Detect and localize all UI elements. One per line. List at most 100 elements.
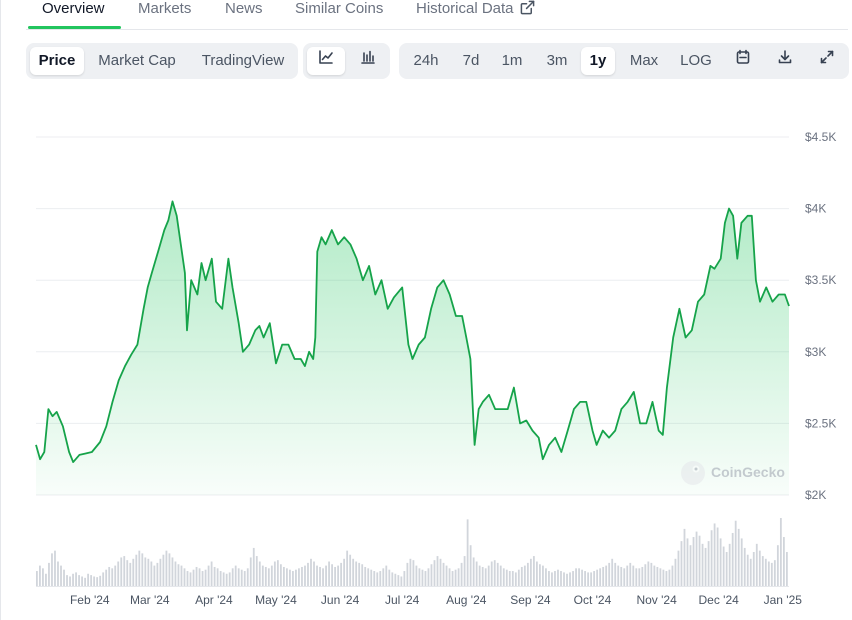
volume-bar: [773, 560, 776, 586]
calendar-button[interactable]: [725, 47, 761, 75]
volume-bar: [358, 562, 361, 586]
volume-bar: [560, 571, 562, 586]
volume-bar: [761, 556, 764, 586]
volume-bar: [120, 557, 123, 586]
line-chart-icon: [318, 47, 334, 75]
volume-bar: [156, 562, 159, 586]
volume-bar: [716, 527, 719, 586]
volume-bar: [581, 569, 583, 586]
volume-bar: [192, 569, 195, 586]
volume-bar: [677, 550, 680, 586]
volume-bar: [409, 558, 412, 586]
volume-bar: [376, 572, 379, 586]
coingecko-watermark: CoinGecko: [681, 461, 785, 485]
price-line: [35, 200, 790, 463]
x-tick-label: Feb '24: [70, 593, 110, 607]
volume-bar: [725, 552, 728, 586]
watermark-text: CoinGecko: [711, 464, 785, 480]
volume-bar: [590, 572, 593, 586]
volume-bar: [626, 565, 629, 586]
volume-bar: [412, 560, 415, 586]
volume-bar: [57, 561, 59, 586]
volume-bar: [307, 562, 309, 586]
volume-bar: [177, 564, 180, 586]
volume-bar: [460, 562, 463, 586]
volume-bar: [310, 558, 312, 586]
volume-bar: [463, 556, 466, 586]
candlestick-chart-button[interactable]: [349, 47, 387, 75]
volume-bar: [469, 545, 472, 586]
volume-bar: [276, 560, 279, 586]
volume-bar: [668, 569, 671, 586]
volume-bar: [373, 571, 376, 586]
range-switcher: 24h 7d 1m 3m 1y Max LOG: [399, 43, 849, 79]
volume-bar: [397, 575, 400, 586]
volume-bar: [63, 569, 65, 586]
line-chart-button[interactable]: [307, 47, 345, 75]
range-7d-button[interactable]: 7d: [462, 52, 480, 69]
volume-bar: [728, 543, 731, 586]
volume-bar: [767, 561, 770, 586]
volume-bar: [665, 571, 668, 586]
volume-bar: [445, 565, 448, 586]
candlestick-chart-icon: [360, 47, 376, 75]
volume-bar: [584, 571, 586, 586]
log-scale-button[interactable]: LOG: [680, 52, 712, 69]
tradingview-button[interactable]: TradingView: [201, 52, 285, 69]
volume-bar: [81, 576, 83, 586]
volume-bar: [289, 569, 291, 586]
volume-bar: [168, 553, 171, 586]
volume-bar: [195, 566, 198, 586]
range-3m-button[interactable]: 3m: [546, 52, 568, 69]
price-button[interactable]: Price: [30, 47, 84, 75]
calendar-icon: [735, 47, 751, 75]
volume-bar: [322, 568, 324, 586]
volume-bar: [174, 561, 177, 586]
volume-bar: [644, 564, 647, 586]
volume-bar: [529, 558, 532, 586]
volume-bar: [599, 568, 602, 586]
volume-bar: [695, 531, 698, 586]
tab-historical-data[interactable]: Historical Data: [416, 0, 535, 26]
volume-bar: [186, 571, 189, 586]
range-1y-button[interactable]: 1y: [581, 47, 615, 75]
tab-news[interactable]: News: [225, 0, 263, 17]
volume-bar: [391, 572, 394, 586]
volume-bar: [361, 564, 364, 586]
volume-bar: [719, 538, 722, 586]
volume-bar: [659, 568, 662, 586]
tab-similar-coins[interactable]: Similar Coins: [295, 0, 384, 17]
volume-bar: [478, 565, 481, 586]
volume-bar: [770, 562, 773, 586]
volume-bar: [270, 565, 273, 586]
volume-bar: [502, 568, 505, 586]
volume-bar: [385, 565, 388, 586]
volume-bar: [701, 543, 704, 586]
volume-bar: [722, 546, 725, 586]
volume-bar: [346, 550, 349, 586]
volume-bar: [520, 566, 523, 586]
range-max-button[interactable]: Max: [629, 52, 659, 69]
volume-bar: [180, 565, 183, 586]
range-24h-button[interactable]: 24h: [413, 52, 439, 69]
fullscreen-button[interactable]: [809, 47, 845, 75]
volume-bar: [403, 571, 406, 586]
volume-bar: [457, 568, 460, 586]
range-1m-button[interactable]: 1m: [501, 52, 523, 69]
volume-bar: [638, 568, 641, 586]
tab-overview[interactable]: Overview: [28, 0, 120, 29]
market-cap-button[interactable]: Market Cap: [98, 52, 176, 69]
volume-bar: [39, 565, 41, 586]
volume-bar: [596, 569, 599, 586]
volume-bar: [542, 565, 544, 586]
volume-bar: [198, 568, 201, 586]
volume-bar: [273, 561, 276, 586]
y-tick-label: $2K: [805, 488, 826, 502]
tab-markets[interactable]: Markets: [138, 0, 192, 17]
download-button[interactable]: [767, 47, 803, 75]
volume-bar: [126, 560, 129, 586]
volume-bar: [349, 554, 352, 586]
volume-bar: [219, 571, 222, 586]
volume-bar: [340, 562, 343, 586]
